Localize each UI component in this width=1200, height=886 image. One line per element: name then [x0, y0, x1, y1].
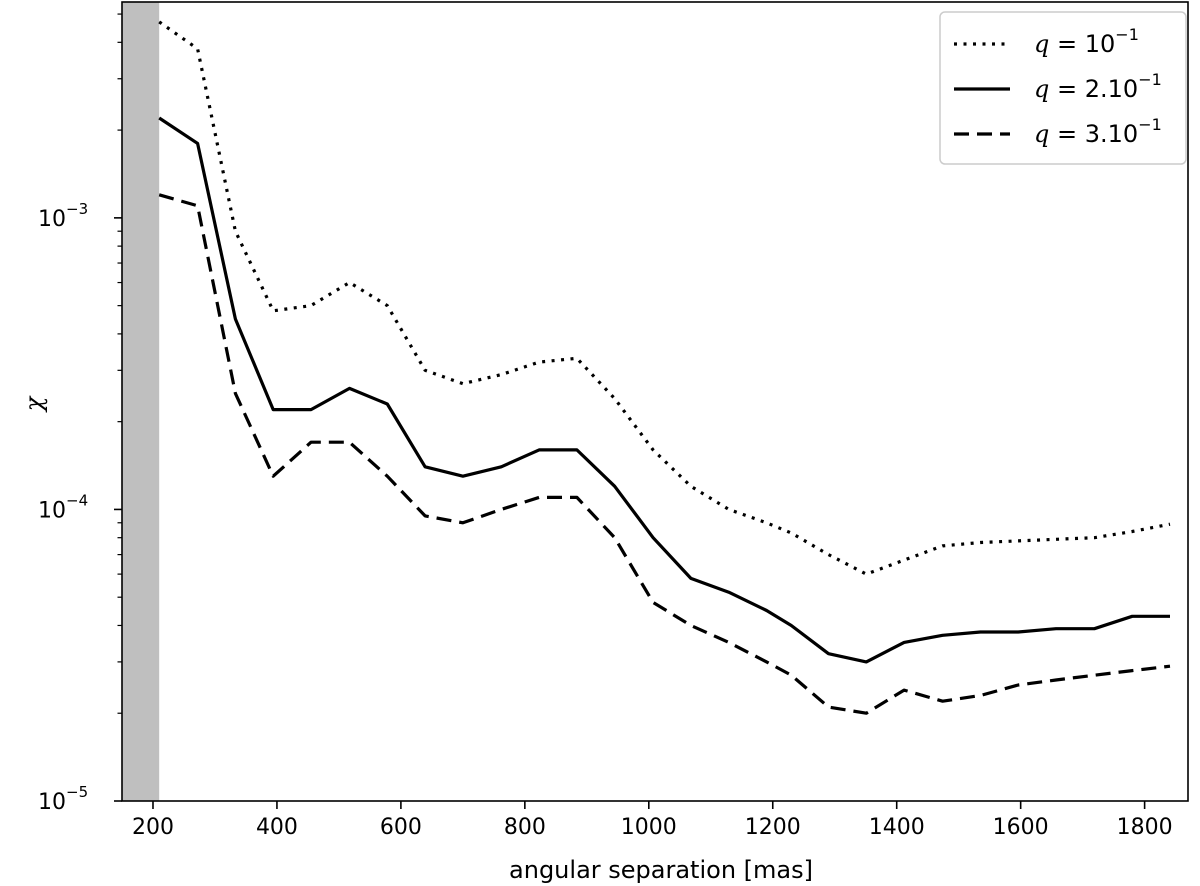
- y-tick-label: 10−3: [38, 200, 88, 232]
- x-axis-label: angular separation [mas]: [509, 856, 813, 884]
- x-tick-label: 1400: [869, 815, 925, 840]
- legend: [939, 11, 1187, 165]
- series-line-1: [158, 20, 1171, 576]
- x-tick-label: 1800: [1117, 815, 1173, 840]
- plot-frame: [121, 1, 1189, 802]
- series-line-2: [158, 116, 1170, 664]
- legend-label-3: q = 3.10−1: [1034, 115, 1162, 148]
- shaded-region: [122, 2, 160, 801]
- y-tick-label: 10−5: [38, 783, 88, 815]
- legend-label-1: q = 10−1: [1034, 25, 1139, 58]
- x-tick-label: 600: [380, 815, 422, 840]
- x-tick-label: 800: [504, 815, 546, 840]
- x-tick-label: 200: [132, 815, 174, 840]
- x-tick-label: 1000: [621, 815, 677, 840]
- y-tick-label: 10−4: [38, 491, 88, 523]
- y-axis-label: χ: [20, 395, 48, 413]
- series-line-3: [158, 193, 1171, 715]
- x-tick-label: 1600: [993, 815, 1049, 840]
- legend-label-2: q = 2.10−1: [1034, 70, 1162, 103]
- x-tick-label: 400: [256, 815, 298, 840]
- x-tick-label: 1200: [745, 815, 801, 840]
